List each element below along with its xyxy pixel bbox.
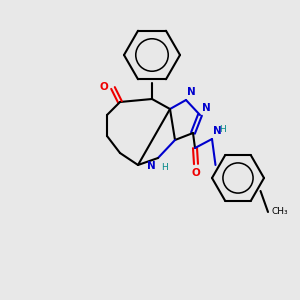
Text: N: N [187, 87, 196, 97]
Text: O: O [192, 168, 200, 178]
Text: H: H [161, 163, 168, 172]
Text: N: N [202, 103, 211, 113]
Text: H: H [219, 125, 226, 134]
Text: N: N [213, 126, 222, 136]
Text: N: N [147, 161, 156, 171]
Text: O: O [99, 82, 108, 92]
Text: CH₃: CH₃ [271, 208, 288, 217]
